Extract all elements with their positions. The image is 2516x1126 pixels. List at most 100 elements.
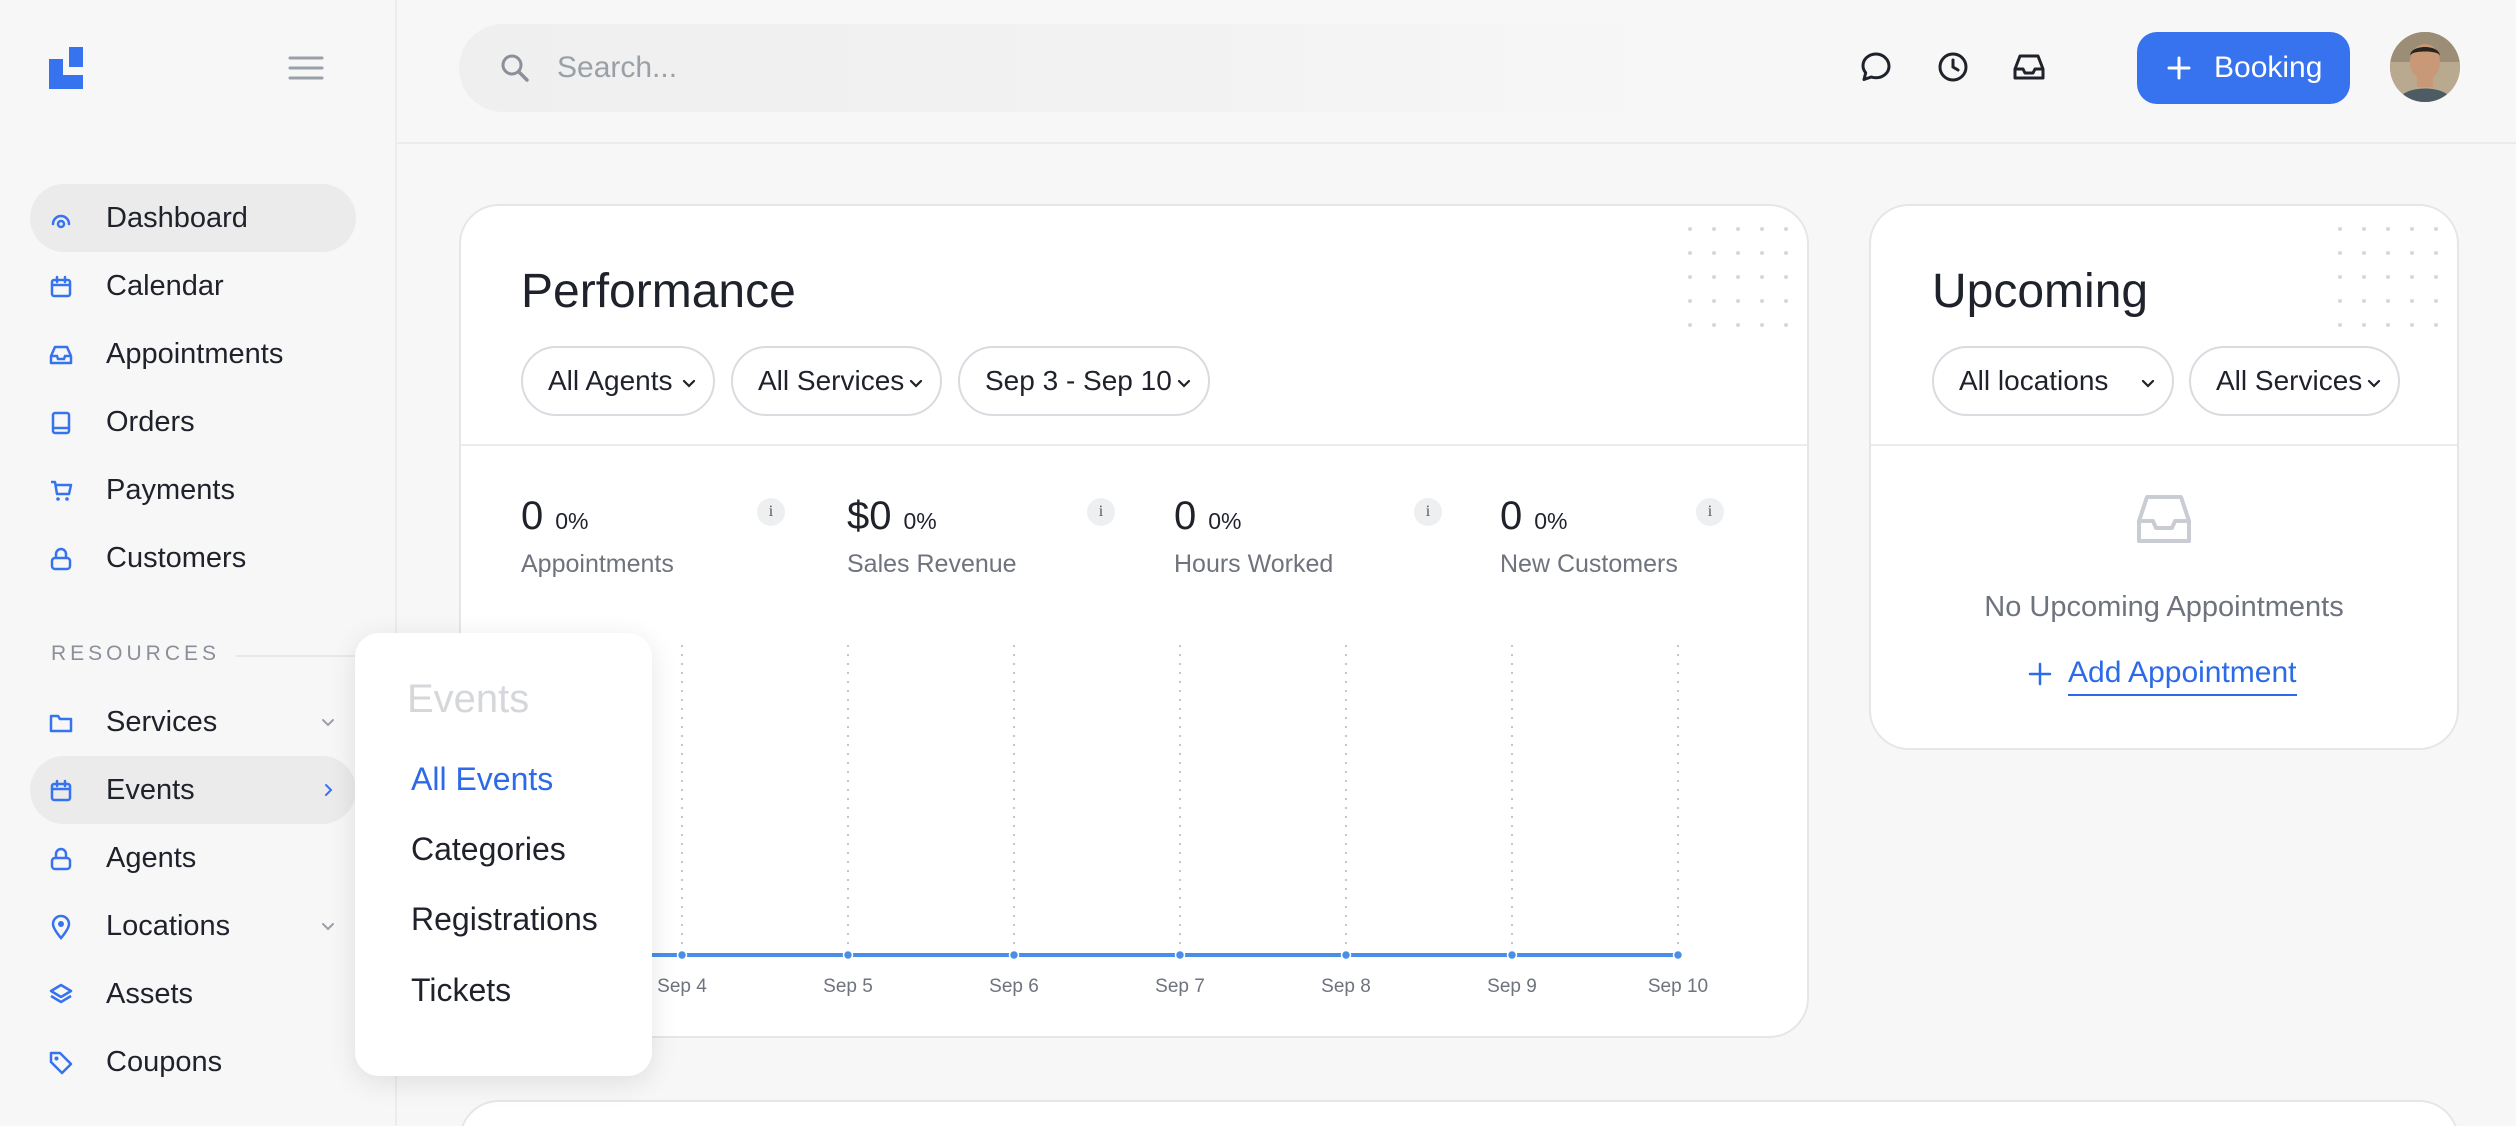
sidebar-item-label: Appointments (106, 338, 284, 370)
info-icon[interactable]: i (757, 498, 785, 526)
user-icon (48, 546, 74, 572)
decorative-dots (1688, 227, 1788, 327)
plus-icon (2028, 662, 2052, 686)
kpi-number: 0 (1500, 494, 1523, 538)
kpi-value: 0 0% (1500, 494, 1568, 539)
data-point[interactable] (1506, 949, 1518, 961)
chevron-down-icon (1176, 375, 1192, 391)
chat-icon[interactable] (1857, 48, 1895, 86)
search-bar[interactable] (459, 24, 1659, 112)
cart-icon (48, 478, 74, 504)
sidebar-item-coupons[interactable]: Coupons (30, 1028, 356, 1096)
data-point[interactable] (1174, 949, 1186, 961)
resources-section-label: RESOURCES (51, 642, 221, 665)
dashboard-icon (48, 206, 74, 232)
kpi-value: 0 0% (521, 494, 589, 539)
section-divider (236, 655, 390, 657)
kpi-number: $0 (847, 494, 892, 538)
kpi-label: Appointments (521, 550, 674, 578)
x-tick-label: Sep 6 (989, 976, 1039, 997)
performance-title: Performance (521, 265, 796, 318)
kpi-hours-worked: 0 0% Hours Worked i (1174, 490, 1464, 590)
flyout-item-all-events[interactable]: All Events (411, 761, 554, 797)
x-tick-label: Sep 9 (1487, 976, 1537, 997)
flyout-item-tickets[interactable]: Tickets (411, 972, 512, 1008)
inbox-icon[interactable] (2010, 48, 2048, 86)
sidebar-item-label: Calendar (106, 270, 224, 302)
chevron-down-icon (320, 714, 336, 730)
filter-dropdown[interactable]: Sep 3 - Sep 10 (958, 346, 1210, 416)
bottom-card (459, 1100, 2459, 1126)
info-icon[interactable]: i (1087, 498, 1115, 526)
sidebar-item-locations[interactable]: Locations (30, 892, 356, 960)
kpi-percent: 0% (555, 508, 589, 534)
data-point[interactable] (676, 949, 688, 961)
kpi-new-customers: 0 0% New Customers i (1500, 490, 1790, 590)
filter-dropdown[interactable]: All Agents (521, 346, 715, 416)
inbox-icon (2134, 491, 2194, 547)
decorative-dots (2338, 227, 2438, 327)
sidebar-item-dashboard[interactable]: Dashboard (30, 184, 356, 252)
sidebar-item-appointments[interactable]: Appointments (30, 320, 356, 388)
sidebar-item-calendar[interactable]: Calendar (30, 252, 356, 320)
kpi-label: New Customers (1500, 550, 1678, 578)
sidebar-item-events[interactable]: Events (30, 756, 356, 824)
kpi-sales-revenue: $0 0% Sales Revenue i (847, 490, 1137, 590)
kpi-percent: 0% (1534, 508, 1568, 534)
upcoming-title: Upcoming (1932, 265, 2149, 318)
flyout-item-categories[interactable]: Categories (411, 831, 566, 867)
filter-label: All Services (2216, 365, 2363, 396)
chevron-down-icon (320, 918, 336, 934)
data-point[interactable] (842, 949, 854, 961)
card-divider (1871, 444, 2457, 446)
filter-label: Sep 3 - Sep 10 (985, 365, 1172, 396)
upcoming-card: Upcoming All locations All Services (1869, 204, 2459, 750)
sidebar-item-services[interactable]: Services (30, 688, 356, 756)
hamburger-icon[interactable] (286, 52, 326, 84)
info-icon[interactable]: i (1414, 498, 1442, 526)
kpi-appointments: 0 0% Appointments i (521, 490, 811, 590)
folder-icon (48, 710, 74, 736)
kpi-number: 0 (521, 494, 544, 538)
booking-button-label: Booking (2214, 51, 2323, 84)
flyout-item-registrations[interactable]: Registrations (411, 901, 598, 937)
sidebar-item-orders[interactable]: Orders (30, 388, 356, 456)
sidebar-item-assets[interactable]: Assets (30, 960, 356, 1028)
info-icon[interactable]: i (1696, 498, 1724, 526)
search-input[interactable] (557, 24, 1457, 112)
calendar-icon (48, 778, 74, 804)
sidebar-item-payments[interactable]: Payments (30, 456, 356, 524)
card-divider (461, 444, 1807, 446)
inbox-icon (48, 342, 74, 368)
sidebar-item-label: Payments (106, 474, 235, 506)
calendar-icon (48, 274, 74, 300)
sidebar-item-label: Locations (106, 910, 231, 942)
data-point[interactable] (1008, 949, 1020, 961)
kpi-label: Sales Revenue (847, 550, 1017, 578)
x-tick-label: Sep 8 (1321, 976, 1371, 997)
latepoint-logo-icon[interactable] (49, 47, 91, 89)
filter-dropdown[interactable]: All Services (2189, 346, 2400, 416)
sidebar-item-label: Services (106, 706, 218, 738)
new-booking-button[interactable]: Booking (2137, 32, 2350, 104)
x-tick-label: Sep 5 (823, 976, 873, 997)
chevron-down-icon (2140, 375, 2156, 391)
x-tick-label: Sep 4 (657, 976, 707, 997)
clock-icon[interactable] (1934, 48, 1972, 86)
topbar-divider (397, 142, 2516, 144)
filter-dropdown[interactable]: All locations (1932, 346, 2174, 416)
filter-dropdown[interactable]: All Services (731, 346, 942, 416)
filter-label: All locations (1959, 365, 2109, 396)
add-appointment-label: Add Appointment (2068, 652, 2297, 696)
user-avatar[interactable] (2390, 32, 2460, 102)
chevron-down-icon (908, 375, 924, 391)
kpi-label: Hours Worked (1174, 550, 1334, 578)
kpi-value: $0 0% (847, 494, 937, 539)
data-point[interactable] (1340, 949, 1352, 961)
sidebar-item-agents[interactable]: Agents (30, 824, 356, 892)
sidebar-item-label: Customers (106, 542, 247, 574)
filter-label: All Agents (548, 365, 673, 396)
data-point[interactable] (1672, 949, 1684, 961)
filter-label: All Services (758, 365, 905, 396)
sidebar-item-customers[interactable]: Customers (30, 524, 356, 592)
